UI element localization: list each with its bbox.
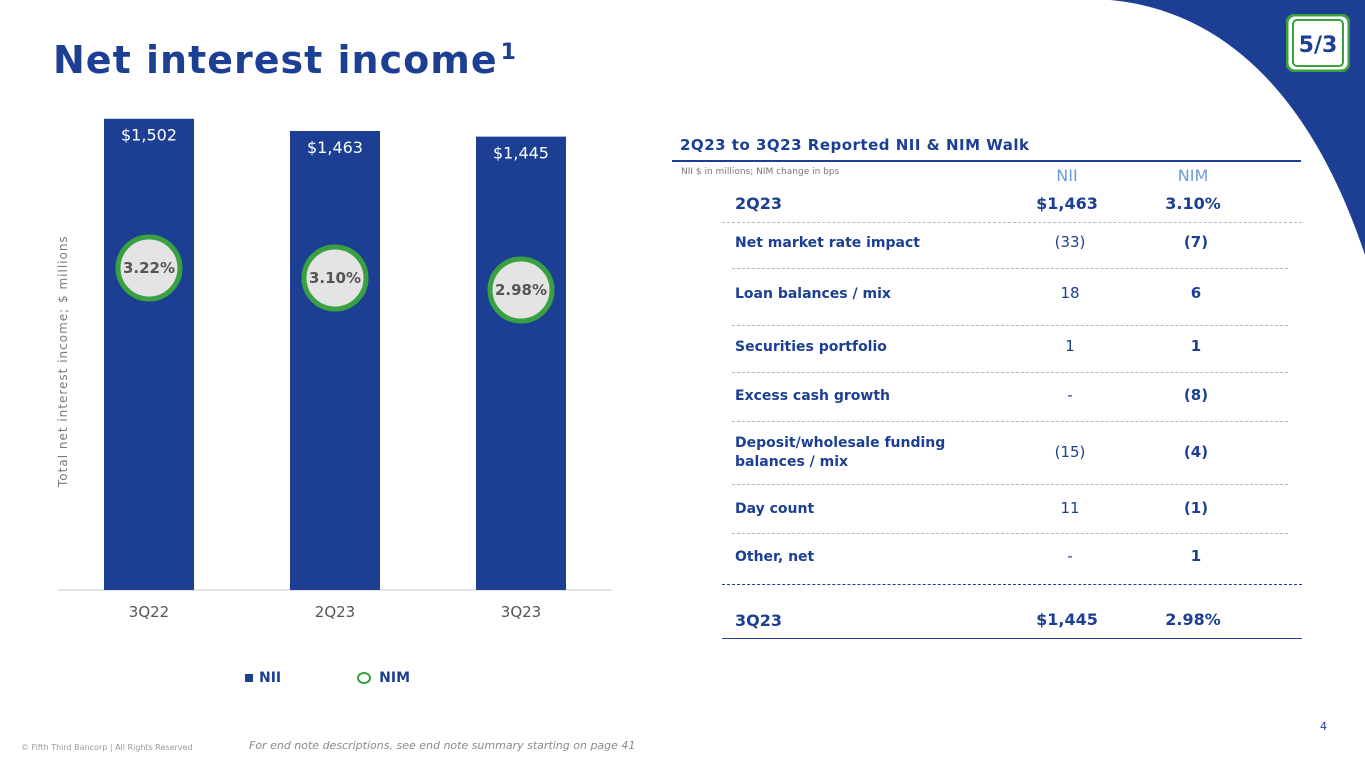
divider (732, 484, 1288, 485)
title-text: Net interest income (53, 38, 498, 82)
nim-circle-marker (487, 256, 555, 324)
legend-nim-swatch (357, 672, 372, 684)
walk-row-nim: (1) (1183, 499, 1209, 517)
divider (722, 222, 1302, 223)
walk-row-label: Securities portfolio (735, 338, 887, 355)
copyright: © Fifth Third Bancorp | All Rights Reser… (21, 743, 193, 752)
logo-text: 5/3 (1299, 33, 1338, 58)
walk-row-nii: 1 (1065, 337, 1075, 355)
walk-title-rule (672, 160, 1301, 162)
divider (732, 268, 1288, 269)
walk-row-nii: - (1067, 386, 1073, 404)
chart-legend: NII NIM (245, 670, 410, 686)
legend-nii-label: NII (259, 670, 282, 686)
walk-row-nim: 6 (1190, 284, 1202, 302)
walk-row-nim: (8) (1183, 386, 1209, 404)
start-row-nii: $1,463 (1036, 194, 1098, 213)
nii-bar-value-label: $1,463 (307, 138, 363, 157)
x-axis-tick-label: 2Q23 (315, 603, 355, 621)
walk-row-nim: (4) (1183, 443, 1209, 461)
nii-bar-value-label: $1,502 (121, 126, 177, 145)
nim-value-label: 3.10% (309, 269, 361, 287)
page-title: Net interest income 1 (53, 38, 517, 82)
nim-value-label: 3.22% (123, 259, 175, 277)
walk-row-nim: 1 (1190, 337, 1202, 355)
walk-row-label: Other, net (735, 548, 815, 565)
divider (732, 372, 1288, 373)
walk-row-label: Loan balances / mix (735, 285, 891, 302)
walk-row-nii: (33) (1054, 233, 1086, 251)
fifth-third-logo-icon: 5/3 (1286, 14, 1350, 72)
walk-row-nii: - (1067, 547, 1073, 565)
divider (732, 533, 1288, 534)
divider (722, 584, 1302, 585)
nim-value-label: 2.98% (495, 281, 547, 299)
column-header-nim: NIM (1177, 166, 1209, 185)
legend-nii-swatch (245, 674, 253, 682)
legend-nim-label: NIM (379, 670, 410, 686)
walk-row-nii: 18 (1060, 284, 1080, 302)
walk-subtitle: NII $ in millions; NIM change in bps (681, 167, 840, 177)
walk-row-nii: (15) (1054, 443, 1086, 461)
start-row-label: 2Q23 (735, 194, 782, 213)
nii-bar-chart: $1,502 3.22% 3Q22 $1,463 3.10% 2Q23 $1,445 2.98… (58, 118, 612, 621)
x-axis-tick-label: 3Q23 (501, 603, 541, 621)
walk-row-nim: 1 (1190, 547, 1202, 565)
end-row-nim: 2.98% (1165, 610, 1221, 629)
nii-bar-value-label: $1,445 (493, 144, 549, 163)
title-footnote-marker: 1 (500, 40, 517, 65)
walk-row-label: Net market rate impact (735, 234, 920, 251)
walk-row-label: Deposit/wholesale funding balances / mix (735, 435, 946, 470)
walk-bottom-rule (722, 638, 1302, 639)
nii-bar (290, 130, 380, 590)
walk-row-label: Day count (735, 500, 815, 517)
end-row-label: 3Q23 (735, 611, 782, 630)
nii-bar (476, 136, 566, 590)
x-axis-tick-label: 3Q22 (129, 603, 169, 621)
end-note-reference: For end note descriptions, see end note … (249, 739, 636, 752)
walk-row-nim: (7) (1183, 233, 1209, 251)
walk-title: 2Q23 to 3Q23 Reported NII & NIM Walk (680, 136, 1030, 154)
end-row-nii: $1,445 (1036, 610, 1098, 629)
start-row-nim: 3.10% (1165, 194, 1221, 213)
nim-circle-marker (301, 244, 369, 312)
nii-bar (104, 118, 194, 590)
column-header-nii: NII (1056, 166, 1078, 185)
divider (732, 325, 1288, 326)
divider (732, 421, 1288, 422)
nim-circle-marker (115, 234, 183, 302)
page-number: 4 (1320, 720, 1327, 733)
walk-row-nii: 11 (1060, 499, 1080, 517)
walk-row-label: Excess cash growth (735, 387, 890, 404)
